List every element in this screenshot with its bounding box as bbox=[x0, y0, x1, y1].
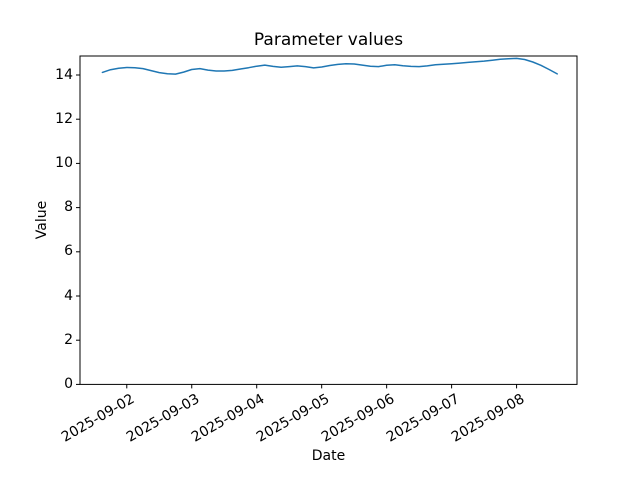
x-axis-label: Date bbox=[311, 448, 346, 464]
y-axis-label: Value bbox=[34, 200, 50, 240]
chart-title: Parameter values bbox=[253, 30, 404, 50]
data-line-parameter bbox=[101, 57, 558, 75]
axes-frame bbox=[79, 55, 578, 385]
